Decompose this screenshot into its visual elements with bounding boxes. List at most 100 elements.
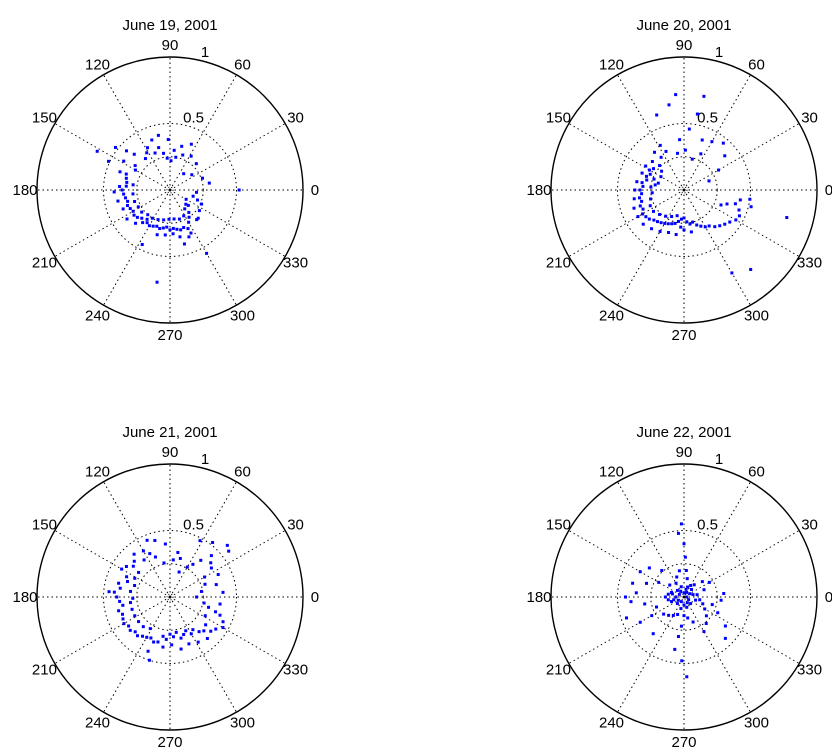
data-point [107, 159, 111, 163]
data-point [199, 589, 203, 593]
data-point [785, 216, 789, 220]
data-point [635, 180, 639, 184]
angle-tick-label-240: 240 [85, 308, 110, 325]
radial-tick-label-0-5: 0.5 [697, 517, 718, 534]
angle-gridline-210 [54, 596, 171, 664]
data-point [196, 640, 200, 644]
data-point [120, 188, 124, 192]
data-point [672, 598, 676, 602]
data-point [679, 522, 683, 526]
polar-plot-june-22: June 22, 2001 0 30 60 90 120 150 180 210 240 270 30… [527, 424, 832, 751]
data-point [117, 581, 121, 585]
radial-gridline-2 [103, 530, 237, 664]
data-point [671, 613, 675, 617]
data-point [649, 197, 653, 201]
data-point [675, 588, 679, 592]
data-point [187, 220, 191, 224]
data-point [149, 636, 153, 640]
data-point [157, 146, 161, 150]
data-point [658, 212, 662, 216]
radial-gridline-2 [617, 530, 751, 664]
data-point [150, 138, 154, 142]
data-point [122, 622, 126, 626]
angle-gridline-240 [103, 189, 171, 306]
data-point [648, 172, 652, 176]
data-point [721, 141, 725, 145]
angle-tick-label-120: 120 [85, 463, 110, 480]
data-point [719, 598, 723, 602]
data-point [155, 280, 159, 284]
data-point [749, 205, 753, 209]
data-point [191, 194, 195, 198]
data-point [184, 202, 188, 206]
data-point [150, 216, 154, 220]
data-point [733, 202, 737, 206]
data-point [218, 602, 222, 606]
angle-tick-label-60: 60 [748, 463, 765, 480]
data-point [172, 148, 176, 152]
data-point [128, 628, 132, 632]
data-point [112, 190, 116, 194]
data-point [121, 612, 125, 616]
data-point [664, 214, 668, 218]
data-point [682, 603, 686, 607]
angle-tick-label-150: 150 [546, 110, 571, 127]
data-point [182, 225, 186, 229]
data-point [682, 216, 686, 220]
data-point [676, 635, 680, 639]
data-point [632, 206, 636, 210]
data-point [707, 580, 711, 584]
data-point [161, 645, 165, 649]
data-point [723, 154, 727, 158]
data-point [658, 229, 662, 233]
data-point [716, 611, 720, 615]
data-point [692, 583, 696, 587]
data-point [181, 153, 185, 157]
data-point [170, 643, 174, 647]
angle-tick-label-60: 60 [234, 463, 251, 480]
data-point [636, 215, 640, 219]
data-point [710, 603, 714, 607]
data-point [684, 569, 688, 573]
data-point [191, 562, 195, 566]
data-point [633, 188, 637, 192]
data-point [676, 598, 680, 602]
angle-gridline-30 [683, 123, 800, 191]
data-point [688, 222, 692, 226]
data-point [689, 583, 693, 587]
radial-gridline-2 [103, 123, 237, 257]
data-point [675, 575, 679, 579]
data-point [686, 616, 690, 620]
data-point [685, 577, 689, 581]
data-point [146, 213, 150, 217]
data-point [133, 164, 137, 168]
radial-tick-label-1: 1 [715, 44, 723, 61]
data-point [123, 196, 127, 200]
data-point [679, 225, 683, 229]
data-point [679, 600, 683, 604]
data-point [145, 538, 149, 542]
data-point [704, 621, 708, 625]
data-point [631, 581, 635, 585]
angle-tick-label-300: 300 [744, 715, 769, 732]
data-point [209, 566, 213, 570]
data-point [670, 600, 674, 604]
angle-tick-label-210: 210 [546, 254, 571, 271]
data-point [700, 580, 704, 584]
data-point [227, 549, 231, 553]
data-point [707, 224, 711, 228]
data-point [155, 224, 159, 228]
angle-tick-label-0: 0 [311, 589, 319, 606]
data-point [165, 156, 169, 160]
data-point [702, 94, 706, 98]
data-point [124, 564, 128, 568]
data-point [186, 227, 190, 231]
data-point [655, 113, 659, 117]
data-point [145, 217, 149, 221]
data-point [124, 176, 128, 180]
data-point [168, 632, 172, 636]
data-point [140, 216, 144, 220]
data-point [162, 218, 166, 222]
data-point [689, 230, 693, 234]
